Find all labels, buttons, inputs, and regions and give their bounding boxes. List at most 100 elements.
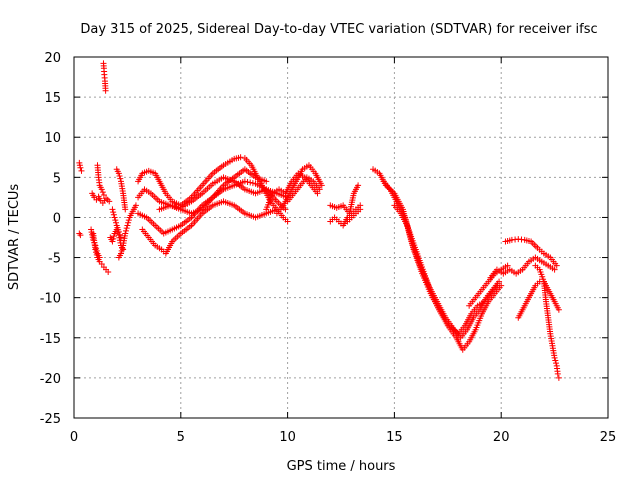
x-tick-label: 0 — [70, 430, 78, 445]
series-cluster-2b — [113, 166, 129, 213]
x-tick-label: 5 — [177, 430, 185, 445]
data-point-interp — [116, 231, 123, 238]
y-tick-label: 20 — [44, 51, 61, 66]
data-point-interp — [553, 360, 560, 367]
data-point-interp — [116, 172, 123, 179]
data-point-interp — [249, 180, 256, 187]
data-point — [263, 178, 270, 185]
data-point — [105, 268, 112, 275]
grid — [74, 57, 608, 418]
chart-title: Day 315 of 2025, Sidereal Day-to-day VTE… — [80, 22, 597, 37]
series-early-high — [76, 159, 85, 174]
data-point — [96, 254, 103, 261]
data-point — [493, 282, 500, 289]
series-drop-b — [380, 178, 505, 353]
data-point — [102, 87, 109, 94]
series-cluster-1c — [94, 162, 107, 198]
data-point-interp — [110, 235, 117, 242]
series-trace-h — [284, 174, 323, 205]
series-spike — [100, 60, 109, 94]
data-point-interp — [110, 209, 117, 216]
data-point — [90, 236, 97, 243]
data-point — [124, 222, 131, 229]
data-point-interp — [117, 175, 124, 182]
data-point — [122, 206, 129, 213]
data-point — [496, 278, 503, 285]
x-axis-label: GPS time / hours — [287, 459, 396, 474]
y-axis-label: SDTVAR / TECUs — [7, 184, 22, 291]
data-point — [98, 260, 105, 267]
data-point-interp — [244, 178, 251, 185]
data-point-interp — [99, 189, 106, 196]
data-point-interp — [110, 211, 117, 218]
series-late-upper — [502, 236, 560, 269]
data-point — [314, 190, 321, 197]
data-point-interp — [93, 247, 100, 254]
series-cluster-2c — [115, 202, 139, 261]
y-tick-label: 5 — [53, 171, 61, 186]
data-point-interp — [110, 233, 117, 240]
series-gap-cluster-c — [344, 206, 364, 225]
data-point-interp — [247, 179, 254, 186]
x-tick-label: 15 — [386, 430, 403, 445]
series-trace-d — [139, 198, 280, 257]
series-cluster-1d — [88, 226, 103, 261]
data-point — [553, 262, 560, 269]
data-point — [237, 154, 244, 161]
data-point-interp — [113, 219, 120, 226]
data-point — [98, 186, 105, 193]
data-point-interp — [88, 229, 95, 236]
data-point — [241, 178, 248, 185]
data-point — [357, 206, 364, 213]
series-cluster-1b — [89, 190, 113, 207]
series-late-right — [540, 278, 562, 313]
y-tick-label: 15 — [44, 91, 61, 106]
data-point — [318, 182, 325, 189]
data-point-interp — [89, 231, 96, 238]
data-point — [111, 214, 118, 221]
data-point — [132, 202, 139, 209]
data-point — [355, 182, 362, 189]
data-point — [106, 198, 113, 205]
data-point-interp — [122, 227, 129, 234]
data-point — [554, 370, 561, 377]
y-tick-label: 0 — [53, 211, 61, 226]
data-point — [117, 250, 124, 257]
data-point — [77, 232, 84, 239]
data-point-interp — [91, 239, 98, 246]
data-point — [504, 262, 511, 269]
y-tick-label: -20 — [40, 372, 61, 387]
y-tick-label: 10 — [44, 131, 61, 146]
y-tick-label: -15 — [40, 332, 61, 347]
series-trace-e — [156, 166, 270, 217]
data-point — [109, 206, 116, 213]
series-late-lower — [515, 278, 547, 321]
data-marks — [76, 60, 562, 381]
data-point-interp — [112, 217, 119, 224]
data-point — [282, 206, 289, 213]
series-late-mid — [487, 254, 558, 281]
series-cluster-2d — [109, 206, 124, 241]
data-point — [555, 374, 562, 381]
series-early-low-drop — [76, 230, 84, 239]
data-point — [92, 242, 99, 249]
series-trace-g — [273, 162, 325, 217]
data-point — [88, 226, 95, 233]
data-point-interp — [93, 245, 100, 252]
data-point — [284, 218, 291, 225]
data-point — [100, 191, 107, 198]
data-point — [115, 228, 122, 235]
y-tick-label: -10 — [40, 292, 61, 307]
plot-frame — [73, 56, 609, 419]
data-point — [117, 234, 124, 241]
data-point — [78, 167, 85, 174]
data-point-interp — [125, 219, 132, 226]
x-tick-label: 10 — [279, 430, 296, 445]
x-tick-label: 25 — [600, 430, 617, 445]
series-gap-cluster-b — [327, 182, 362, 217]
data-point — [551, 266, 558, 273]
y-tick-label: -5 — [48, 252, 61, 267]
data-point-interp — [118, 247, 125, 254]
data-point — [551, 354, 558, 361]
data-point — [109, 238, 116, 245]
